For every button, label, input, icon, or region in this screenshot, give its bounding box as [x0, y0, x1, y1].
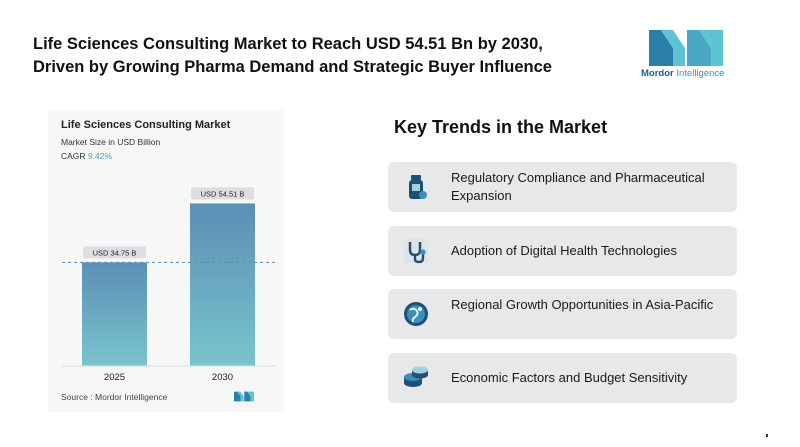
trend-card-regulatory: Regulatory Compliance and Pharmaceutical…	[388, 162, 737, 212]
headline-line-2: Driven by Growing Pharma Demand and Stra…	[33, 58, 552, 76]
chart-card: USD 34.75 B 2025 USD 54.51 B 2030 Life Scie…	[48, 110, 284, 412]
trend-label: Economic Factors and Budget Sensitivity	[451, 370, 688, 385]
trend-card-digital-health: Adoption of Digital Health Technologies	[388, 226, 737, 276]
headline: Life Sciences Consulting Market to Reach…	[33, 33, 633, 79]
logo-word-2: Intelligence	[673, 68, 725, 79]
logo-mark-icon	[649, 30, 723, 66]
medicine-bottle-icon	[409, 175, 427, 199]
trend-label: Regional Growth Opportunities in Asia-Pa…	[451, 297, 714, 312]
data-label: USD 54.51 B	[201, 189, 245, 198]
chart-source: Source : Mordor Intelligence	[61, 392, 168, 402]
globe-icon	[404, 302, 428, 326]
trend-label: Adoption of Digital Health Technologies	[451, 243, 677, 258]
mini-logo-icon	[234, 391, 254, 402]
chart-subtitle: Market Size in USD Billion	[61, 137, 161, 147]
coins-icon	[404, 366, 428, 387]
bar-2030	[190, 203, 255, 366]
trends-title: Key Trends in the Market	[394, 117, 608, 137]
headline-line-1: Life Sciences Consulting Market to Reach…	[33, 35, 543, 53]
trend-card-asia-pacific: Regional Growth Opportunities in Asia-Pa…	[388, 289, 737, 339]
tick-label: 2030	[212, 372, 233, 383]
corner-mark	[766, 434, 768, 437]
cagr-value: 9.42%	[87, 151, 113, 161]
data-label: USD 34.75 B	[93, 248, 137, 257]
bar-chart: USD 34.75 B 2025 USD 54.51 B 2030	[62, 187, 276, 383]
logo-word-1: Mordor	[641, 68, 674, 79]
brand-logo: Mordor Intelligence	[641, 26, 731, 82]
stethoscope-icon	[404, 239, 428, 264]
logo-wordmark: Mordor Intelligence	[641, 68, 724, 79]
chart-title: Life Sciences Consulting Market	[61, 119, 231, 131]
cagr-label: CAGR	[61, 151, 86, 161]
data-label-bg	[191, 187, 254, 200]
tick-label: 2025	[104, 372, 125, 383]
trend-label: Regulatory Compliance and Pharmaceutical…	[451, 170, 705, 203]
bar-2025	[82, 262, 147, 366]
chart-cagr: CAGR 9.42%	[61, 151, 112, 161]
trend-card-economic: Economic Factors and Budget Sensitivity	[388, 353, 737, 403]
data-label-bg	[83, 246, 146, 259]
